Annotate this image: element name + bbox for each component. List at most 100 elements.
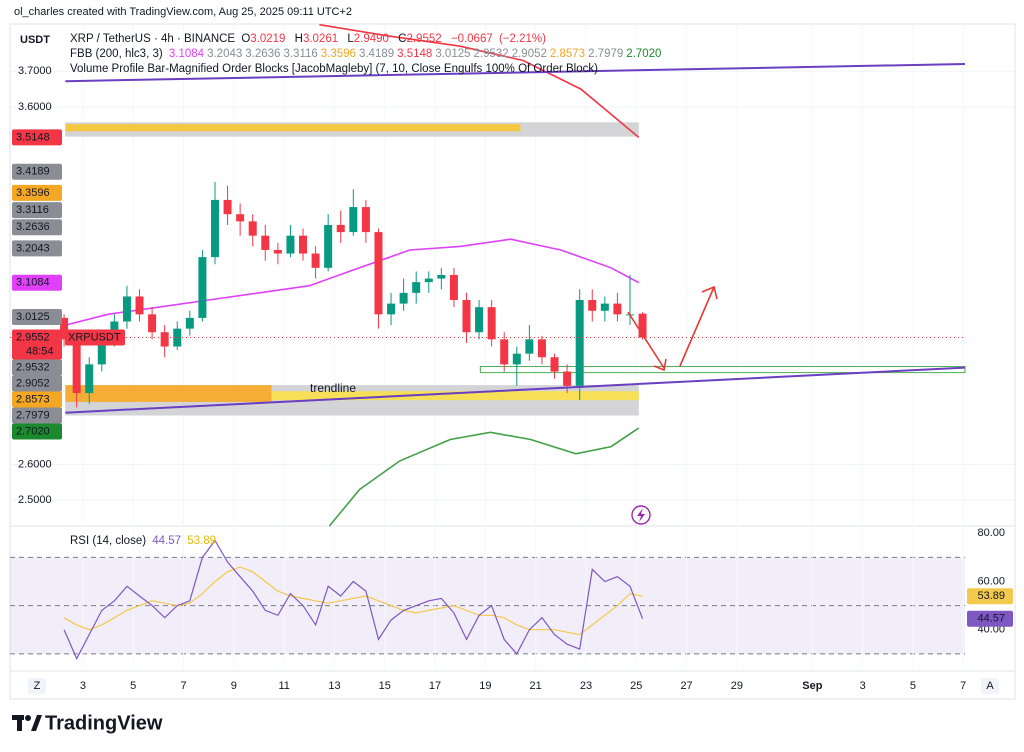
price-badge-text: 2.9532 xyxy=(16,361,50,373)
fbb-value: 3.2636 xyxy=(245,48,281,60)
price-badge xyxy=(12,129,62,146)
fbb-value: 3.1084 xyxy=(168,48,205,60)
candle-body xyxy=(160,332,169,347)
x-tick-label: 11 xyxy=(278,680,289,692)
x-tick-label: 9 xyxy=(231,680,237,692)
credit: ol_charles created with TradingView.com,… xyxy=(14,6,352,18)
price-badge xyxy=(12,407,62,424)
candle-body xyxy=(512,353,521,365)
fbb-value: 3.2043 xyxy=(207,48,243,60)
price-badge-text: 2.7979 xyxy=(16,409,50,421)
x-tick-label: 13 xyxy=(328,680,340,692)
change-pct: (−2.21%) xyxy=(498,33,546,45)
x-tick-label: 3 xyxy=(860,680,866,692)
rsi-legend: RSI (14, close) 44.57 53.89 xyxy=(70,535,219,547)
candle-body xyxy=(286,235,295,254)
fbb-value: 2.8573 xyxy=(549,48,586,60)
candle-body xyxy=(374,232,383,315)
symbol-badge-bg xyxy=(65,329,125,346)
price-badge xyxy=(12,184,62,201)
indicator-line xyxy=(328,427,640,527)
y-tick-label: 3.6000 xyxy=(18,101,52,113)
candles-group xyxy=(60,182,647,408)
price-badge-text: 3.5148 xyxy=(16,131,50,143)
auto-button[interactable]: A xyxy=(986,680,994,692)
button-bg[interactable] xyxy=(981,678,999,694)
price-badge-text: 2.9552 xyxy=(16,331,50,343)
ohlc-value: 2.9552 xyxy=(406,33,442,45)
price-badge xyxy=(12,423,62,440)
candle-body xyxy=(248,221,257,236)
zones-group xyxy=(65,122,966,416)
price-badge xyxy=(12,240,62,257)
price-badge xyxy=(12,219,62,236)
candle-body xyxy=(185,317,194,329)
ohlc-prefix: O xyxy=(241,33,251,45)
candle-body xyxy=(273,249,282,254)
projection-arrow xyxy=(627,311,665,369)
fbb-label: FBB (200, hlc3, 3) xyxy=(70,48,163,60)
rsi-ma-value: 53.89 xyxy=(187,535,217,547)
fbb-value: 3.0125 xyxy=(435,48,471,60)
trendline xyxy=(65,63,966,83)
candle-body xyxy=(575,300,584,386)
x-tick-label: 27 xyxy=(680,680,692,692)
currency-label: USDT xyxy=(20,34,50,46)
candle-body xyxy=(148,314,157,333)
button-bg[interactable] xyxy=(28,678,46,694)
lines-group xyxy=(63,23,644,661)
x-tick-label: 17 xyxy=(429,680,441,692)
candle-body xyxy=(236,214,245,222)
logo-text: TradingView xyxy=(45,712,163,734)
candle-body xyxy=(72,339,81,393)
fbb-value: 3.3596 xyxy=(320,48,356,60)
candle-body xyxy=(437,275,446,279)
candle-body xyxy=(475,307,484,333)
candle-body xyxy=(449,275,458,301)
symbol-line: XRP / TetherUS · 4h · BINANCE xyxy=(70,33,236,45)
ohlc-0: O3.0219 xyxy=(241,33,288,45)
change: −0.0667 xyxy=(450,33,493,45)
rsi-tick-label: 60.00 xyxy=(977,575,1005,587)
candle-body xyxy=(299,235,308,254)
candle-body xyxy=(122,296,131,322)
candle-body xyxy=(399,292,408,304)
candle-body xyxy=(424,278,433,283)
x-tick-label: 29 xyxy=(731,680,743,692)
fbb-value: 2.9052 xyxy=(511,48,547,60)
countdown: 48:54 xyxy=(26,345,54,357)
indicator-line xyxy=(65,238,640,326)
price-badge xyxy=(12,359,62,376)
candle-body xyxy=(261,235,270,250)
zoom-button[interactable]: Z xyxy=(34,680,41,692)
arrow-head xyxy=(701,285,718,300)
x-tick-label: 21 xyxy=(530,680,542,692)
x-tick-label: 23 xyxy=(580,680,592,692)
price-badge xyxy=(12,309,62,326)
price-badge-text: 3.0125 xyxy=(16,311,50,323)
fbb-value: 3.3116 xyxy=(283,48,318,60)
candle-body xyxy=(324,224,333,268)
overlay-group: trendline XRPUSDT xyxy=(10,63,966,414)
candle-body xyxy=(588,300,597,311)
x-tick-label: 5 xyxy=(130,680,136,692)
candle-body xyxy=(563,371,572,386)
x-tick-label: Sep xyxy=(802,680,822,692)
ohlc-value: 3.0219 xyxy=(250,33,286,45)
price-badge-text: 3.2043 xyxy=(16,242,50,254)
ohlc-value: 3.0261 xyxy=(302,33,339,45)
price-badge-text: 3.3116 xyxy=(16,204,49,216)
ohlc-prefix: L xyxy=(347,33,354,45)
price-badge xyxy=(12,329,62,360)
price-badge xyxy=(12,274,62,291)
price-badge-text: 3.1084 xyxy=(16,277,50,289)
axis-group: 3.7000 3.6000 2.6000 2.5000 3 5 7 9 11 13 15 17 19 21… xyxy=(12,65,1013,692)
y-tick-label: 2.6000 xyxy=(18,458,52,470)
price-badge xyxy=(12,375,62,392)
candle-body xyxy=(85,364,94,393)
order-block xyxy=(271,391,639,401)
rsi-tick-label: 80.00 xyxy=(977,527,1005,539)
